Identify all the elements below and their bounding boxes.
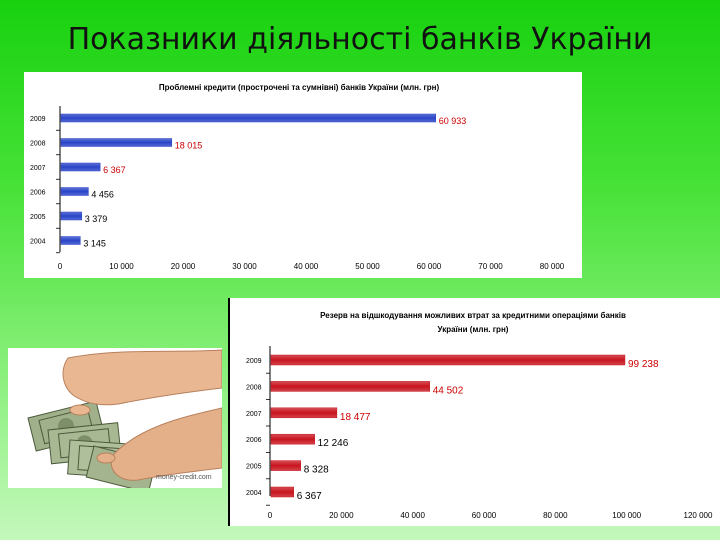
chart-title: Резерв на відшкодування можливих втрат з… xyxy=(320,311,626,320)
loan-loss-reserve-chart-svg: Резерв на відшкодування можливих втрат з… xyxy=(246,311,713,520)
data-label: 18 477 xyxy=(340,412,371,423)
data-label: 6 367 xyxy=(103,165,126,175)
chart-title: України (млн. грн) xyxy=(438,325,509,334)
problem-loans-chart: Проблемні кредити (прострочені та сумнів… xyxy=(24,72,582,278)
x-tick-label: 100 000 xyxy=(612,511,641,520)
category-label: 2009 xyxy=(246,358,262,365)
data-label: 18 015 xyxy=(175,141,203,151)
data-label: 6 367 xyxy=(297,491,322,502)
x-tick-label: 40 000 xyxy=(294,262,319,271)
bar xyxy=(270,407,338,419)
x-tick-label: 20 000 xyxy=(171,262,196,271)
x-tick-label: 60 000 xyxy=(472,511,497,520)
data-label: 44 502 xyxy=(433,385,464,396)
category-label: 2007 xyxy=(246,411,262,418)
bar xyxy=(270,486,294,498)
money-hands-photo: money-credit.com xyxy=(8,348,222,488)
data-label: 4 456 xyxy=(91,190,114,200)
category-label: 2005 xyxy=(246,464,262,471)
x-tick-label: 60 000 xyxy=(417,262,442,271)
category-label: 2006 xyxy=(30,190,46,197)
data-label: 8 328 xyxy=(304,465,329,476)
bar xyxy=(60,187,89,196)
bar xyxy=(270,354,626,366)
x-tick-label: 80 000 xyxy=(540,262,565,271)
x-tick-label: 10 000 xyxy=(109,262,134,271)
x-tick-label: 40 000 xyxy=(400,511,425,520)
category-label: 2007 xyxy=(30,165,46,172)
bar xyxy=(270,433,315,445)
bar xyxy=(270,381,430,392)
loan-loss-reserve-chart: Резерв на відшкодування можливих втрат з… xyxy=(228,298,720,526)
bar xyxy=(60,236,81,245)
x-tick-label: 30 000 xyxy=(232,262,257,271)
x-tick-label: 0 xyxy=(58,262,63,271)
chart-title: Проблемні кредити (прострочені та сумнів… xyxy=(159,83,440,92)
chart2-left-border xyxy=(228,298,230,526)
money-hands-illustration xyxy=(27,349,222,488)
category-label: 2004 xyxy=(30,239,46,246)
bar xyxy=(60,162,101,172)
slide-title: Показники діяльності банків України xyxy=(67,22,653,57)
bar xyxy=(60,138,173,147)
category-label: 2004 xyxy=(246,490,262,497)
x-tick-label: 20 000 xyxy=(329,511,354,520)
x-tick-label: 120 000 xyxy=(684,511,713,520)
category-label: 2009 xyxy=(30,116,46,123)
data-label: 60 933 xyxy=(439,116,467,126)
photo-watermark: money-credit.com xyxy=(156,474,212,481)
bar xyxy=(60,211,83,221)
data-label: 3 145 xyxy=(83,239,106,249)
x-tick-label: 70 000 xyxy=(478,262,503,271)
data-label: 99 238 xyxy=(628,359,659,370)
data-label: 3 379 xyxy=(85,214,108,224)
category-label: 2008 xyxy=(30,141,46,148)
category-label: 2006 xyxy=(246,437,262,444)
x-tick-label: 0 xyxy=(268,511,273,520)
bar xyxy=(270,460,301,471)
category-label: 2005 xyxy=(30,214,46,221)
x-tick-label: 80 000 xyxy=(543,511,568,520)
problem-loans-chart-svg: Проблемні кредити (прострочені та сумнів… xyxy=(30,83,565,271)
bar xyxy=(60,113,436,123)
data-label: 12 246 xyxy=(318,438,349,449)
category-label: 2008 xyxy=(246,384,262,391)
x-tick-label: 50 000 xyxy=(355,262,380,271)
